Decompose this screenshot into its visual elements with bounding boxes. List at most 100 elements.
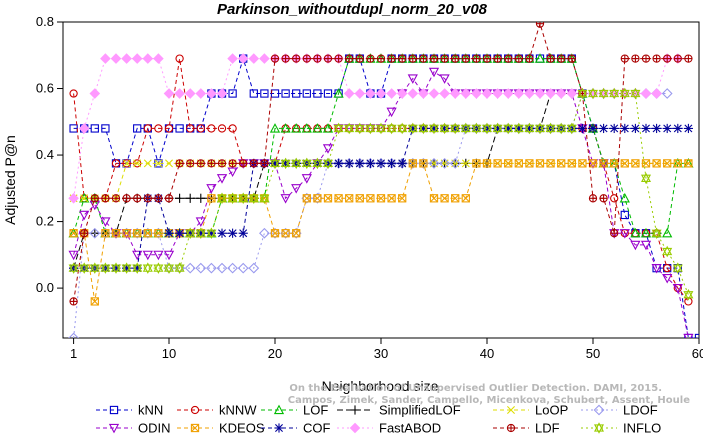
data-point (216, 88, 228, 99)
data-point (365, 88, 376, 99)
data-point (79, 210, 90, 221)
legend-item-ldf: LDF (493, 421, 560, 434)
data-point (207, 194, 216, 203)
data-point (587, 87, 599, 100)
data-point (386, 88, 397, 99)
data-point (502, 88, 514, 99)
data-point (620, 123, 630, 134)
series-layer (68, 22, 699, 338)
data-point (68, 250, 79, 261)
data-point (609, 87, 620, 100)
data-point (227, 53, 238, 64)
data-point (662, 245, 673, 258)
data-point (196, 159, 205, 168)
data-point (164, 194, 174, 203)
data-point (143, 194, 152, 203)
data-point (133, 194, 142, 203)
data-point (228, 89, 237, 98)
data-point (323, 89, 333, 98)
data-point (100, 53, 111, 64)
data-point (407, 122, 418, 135)
data-point (440, 194, 449, 203)
data-point (557, 159, 566, 168)
data-point (195, 262, 207, 274)
data-point (239, 159, 248, 168)
data-point (269, 157, 281, 170)
data-point (503, 122, 514, 135)
data-point (186, 159, 195, 168)
data-point (237, 53, 249, 64)
data-point (249, 159, 258, 168)
legend-item-kdeos: KDEOS (177, 421, 265, 434)
data-point (281, 89, 290, 98)
data-point (630, 227, 641, 238)
data-point (672, 262, 683, 274)
data-point (546, 159, 555, 168)
data-point (514, 159, 523, 168)
data-point (280, 123, 291, 133)
data-point (132, 250, 143, 261)
data-point (567, 159, 576, 168)
data-point (419, 54, 428, 63)
data-point (228, 228, 238, 238)
data-point (111, 194, 121, 203)
series-odin (68, 67, 694, 338)
data-point (557, 54, 566, 63)
data-point (259, 227, 270, 239)
data-point (673, 123, 683, 134)
data-point (365, 122, 376, 135)
data-point (344, 158, 354, 168)
data-point (89, 262, 100, 274)
data-point (599, 194, 608, 203)
data-point (418, 88, 429, 99)
data-point (163, 250, 175, 261)
legend-label: KDEOS (219, 421, 265, 434)
series-line (73, 93, 593, 269)
data-point (450, 122, 461, 135)
data-point (80, 229, 89, 238)
data-point (651, 227, 662, 239)
data-point (556, 122, 567, 135)
data-point (153, 250, 164, 261)
data-point (69, 297, 78, 306)
data-point (343, 88, 355, 99)
data-point (153, 53, 164, 64)
data-point (206, 88, 217, 99)
data-point (217, 159, 227, 168)
data-point (101, 229, 110, 238)
data-point (534, 122, 546, 135)
data-point (301, 123, 312, 133)
data-point (535, 159, 545, 168)
data-point (154, 159, 163, 168)
data-point (472, 159, 481, 168)
legend-item-cof: COF (261, 421, 331, 434)
data-point (89, 88, 101, 99)
legend-label: kNNW (219, 403, 257, 418)
data-point (133, 124, 142, 133)
data-point (345, 54, 354, 63)
data-point (334, 194, 343, 203)
legend-marker (274, 423, 284, 433)
data-point (131, 53, 143, 64)
data-point (375, 88, 387, 99)
data-point (79, 262, 90, 274)
data-point (291, 157, 302, 170)
data-point (133, 229, 142, 238)
data-point (652, 123, 662, 134)
data-point (355, 158, 365, 168)
legend-marker (190, 405, 200, 415)
data-point (196, 193, 206, 203)
data-point (164, 124, 174, 133)
data-point (207, 159, 216, 168)
data-point (640, 172, 652, 185)
data-point (641, 54, 651, 63)
data-point (206, 227, 217, 239)
data-point (269, 123, 281, 133)
data-point (227, 167, 238, 178)
data-point (292, 54, 301, 63)
data-point (78, 123, 90, 134)
data-point (663, 263, 672, 273)
data-point (620, 159, 629, 168)
data-point (280, 157, 291, 170)
